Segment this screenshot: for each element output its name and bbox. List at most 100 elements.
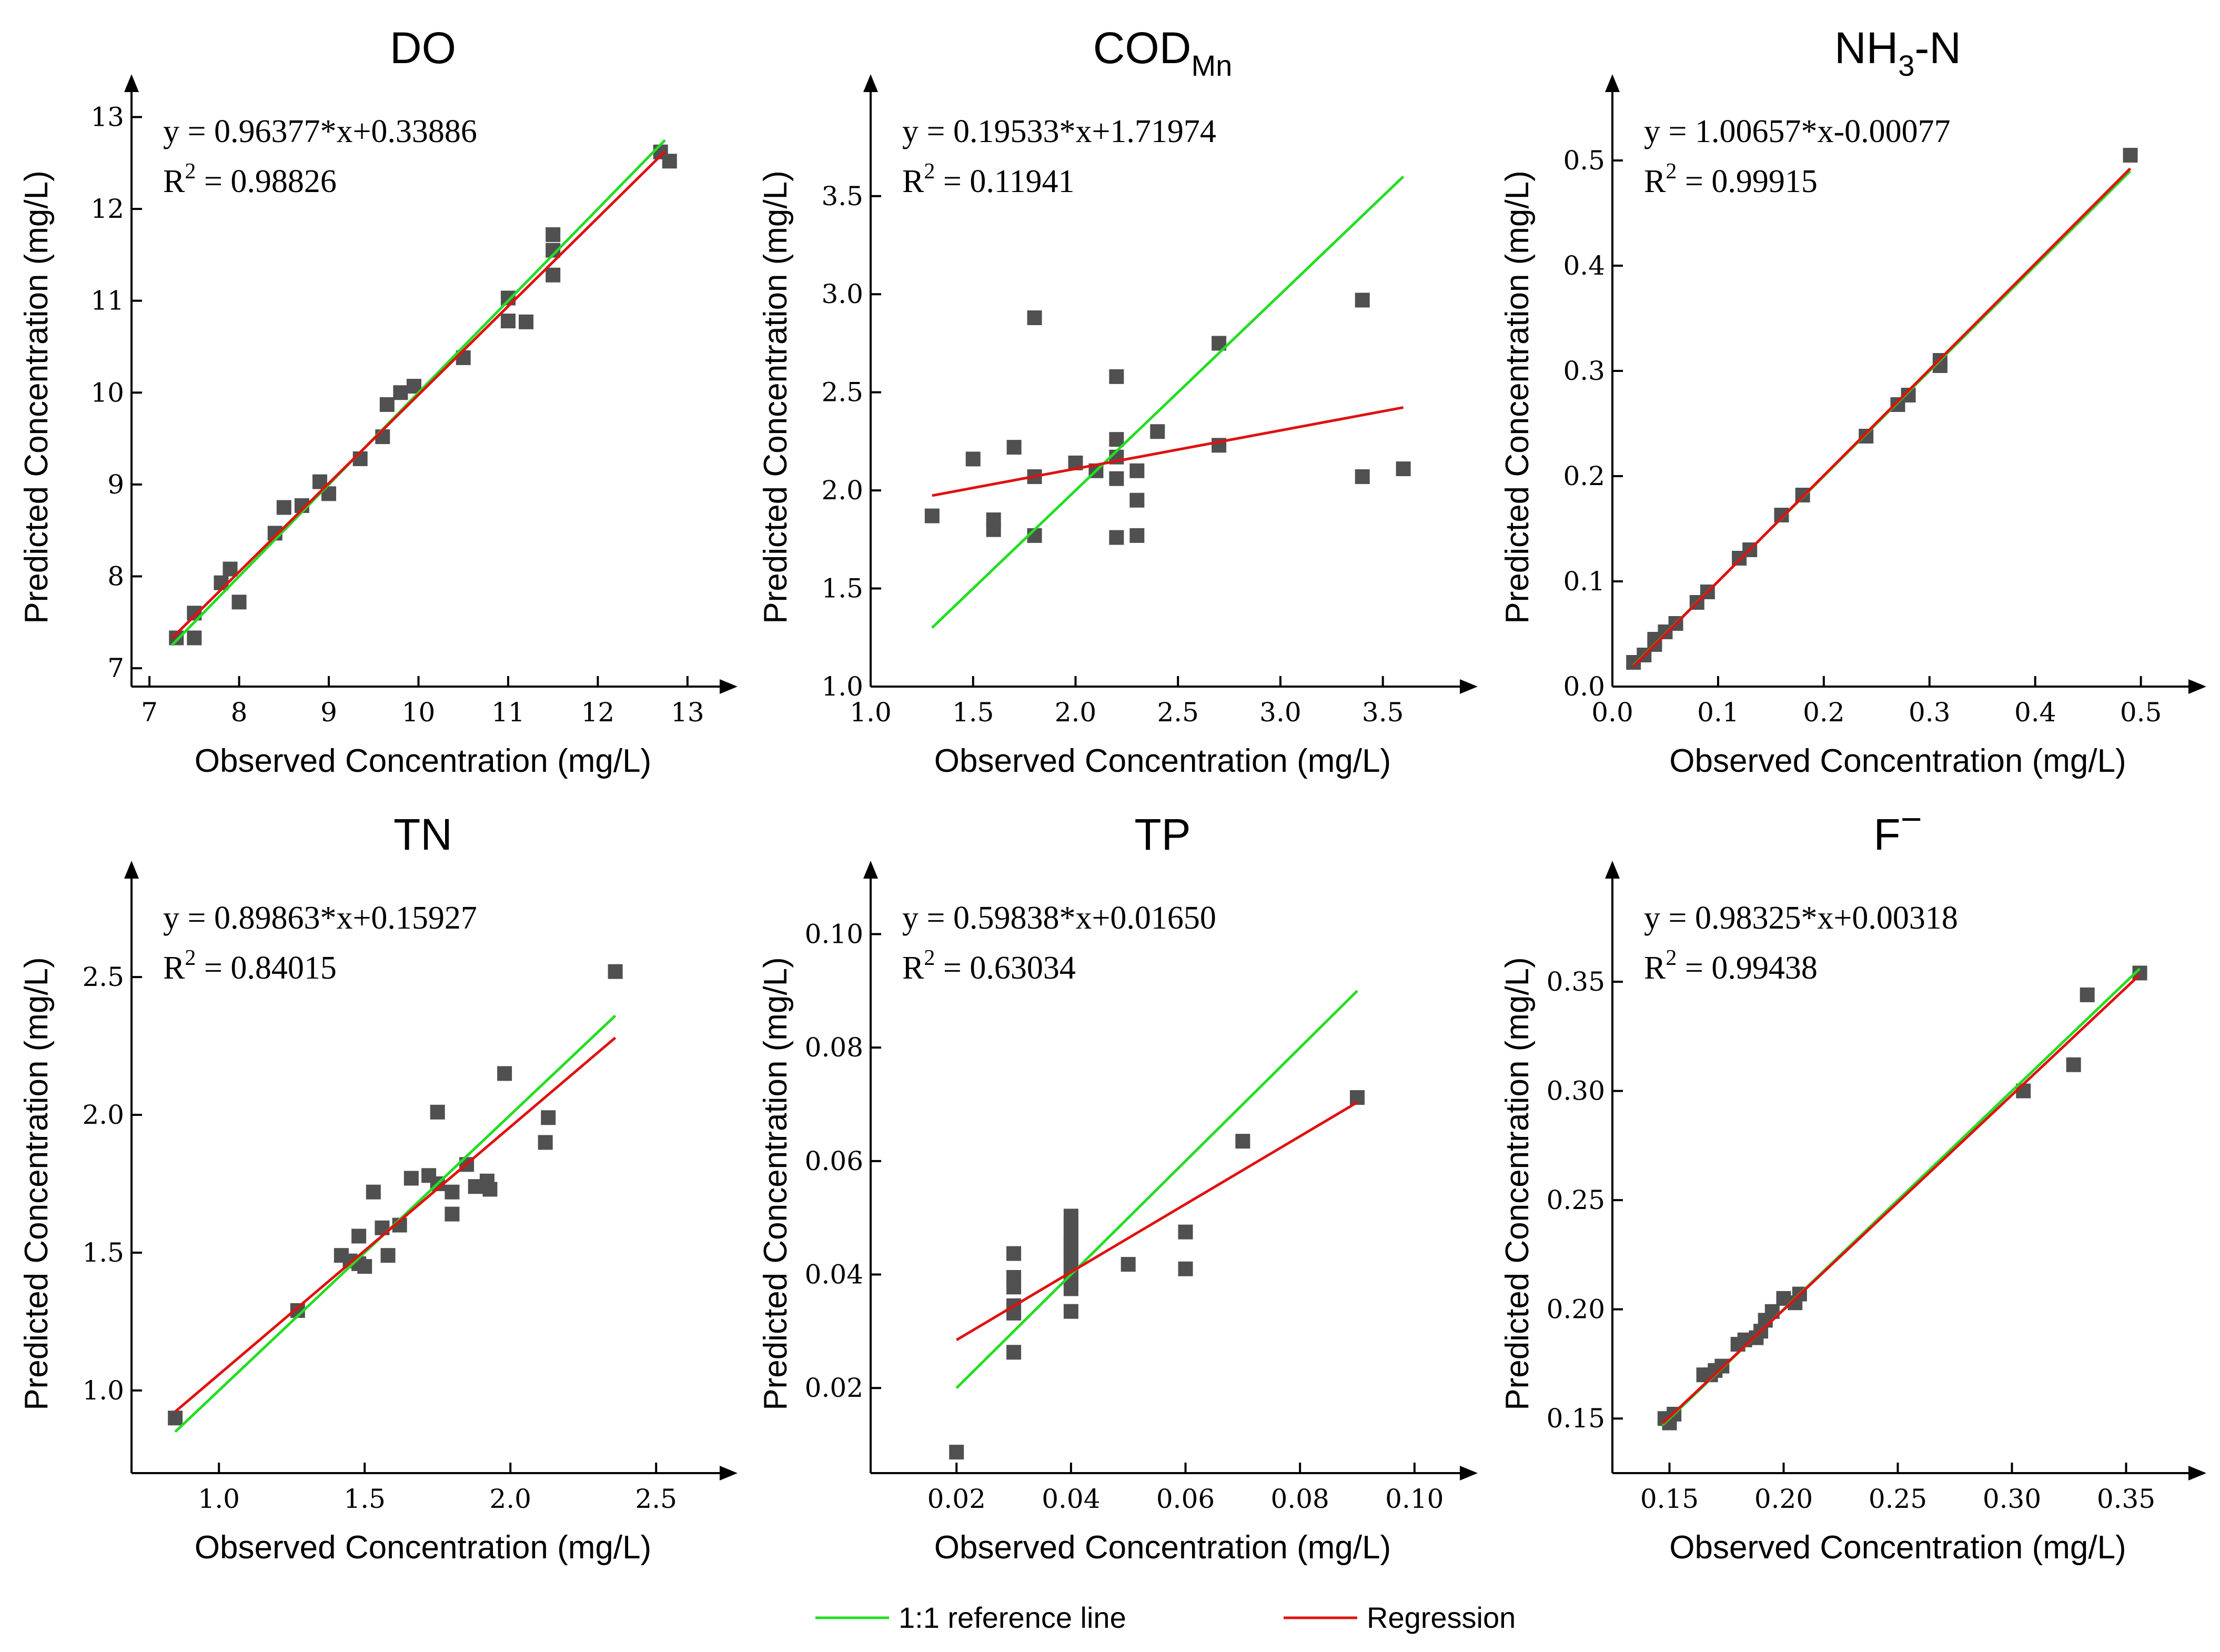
data-point <box>1129 528 1145 543</box>
y-tick-label: 2.5 <box>821 377 863 408</box>
data-point <box>1063 1208 1078 1224</box>
reference-line <box>931 175 1405 629</box>
data-point <box>1129 463 1145 478</box>
data-point <box>497 1066 512 1081</box>
x-axis-arrow-icon <box>720 679 738 694</box>
data-point <box>500 314 516 329</box>
data-point <box>546 227 561 242</box>
regression-equation: y = 0.96377*x+0.33886 <box>163 114 477 149</box>
x-tick-label: 0.06 <box>1156 1484 1215 1514</box>
x-tick-label: 3.5 <box>1362 697 1404 728</box>
y-tick-label: 2.5 <box>82 962 124 992</box>
r-squared: R2 = 0.11941 <box>902 159 1075 199</box>
x-axis-arrow-icon <box>1460 1466 1478 1480</box>
data-point <box>965 451 981 467</box>
x-tick-label: 0.02 <box>927 1484 986 1514</box>
r-squared: R2 = 0.84015 <box>163 946 337 986</box>
y-tick-label: 12 <box>90 194 124 224</box>
chart-panels: 7 8 9 10 11 12 13 7 8 9 10 11 12 13 Observed Concentra… <box>18 23 2206 1566</box>
data-point <box>924 508 940 523</box>
y-tick-label: 9 <box>107 469 124 500</box>
y-axis-title: Predicted Concentration (mg/L) <box>1499 957 1536 1411</box>
y-axis-arrow-icon <box>124 861 139 879</box>
x-tick-label: 0.3 <box>1909 697 1951 728</box>
data-point <box>393 385 408 400</box>
data-point <box>403 1171 419 1186</box>
data-point <box>482 1182 498 1197</box>
data-point <box>541 1110 556 1125</box>
x-axis-title: Observed Concentration (mg/L) <box>195 743 651 779</box>
y-tick-label: 11 <box>90 286 124 316</box>
chart-title: DO <box>390 23 456 73</box>
x-tick-label: 11 <box>491 697 525 728</box>
data-point <box>1121 1257 1136 1272</box>
x-tick-label: 1.5 <box>344 1484 386 1514</box>
x-tick-label: 0.10 <box>1385 1484 1444 1514</box>
data-point <box>500 290 516 306</box>
legend-label-reference: 1:1 reference line <box>899 1601 1126 1634</box>
x-tick-label: 0.08 <box>1271 1484 1329 1514</box>
data-point <box>1109 369 1124 384</box>
y-tick-label: 0.10 <box>805 919 863 949</box>
x-axis-title: Observed Concentration (mg/L) <box>195 1529 651 1566</box>
x-axis-arrow-icon <box>720 1466 738 1480</box>
data-point <box>1859 429 1874 444</box>
data-point <box>986 522 1001 537</box>
data-point <box>1178 1224 1193 1240</box>
y-tick-label: 3.0 <box>821 279 863 309</box>
regression-equation: y = 0.89863*x+0.15927 <box>163 900 477 936</box>
y-tick-label: 0.02 <box>805 1373 863 1403</box>
regression-equation: y = 0.19533*x+1.71974 <box>902 114 1216 149</box>
x-axis-title: Observed Concentration (mg/L) <box>1669 1529 2126 1566</box>
reference-line <box>955 990 1358 1389</box>
y-tick-label: 0.08 <box>805 1032 863 1063</box>
data-point <box>1006 1345 1022 1360</box>
data-point <box>2066 1057 2081 1072</box>
data-point <box>1006 1270 1022 1285</box>
data-point <box>168 1411 183 1426</box>
r-squared: R2 = 0.63034 <box>902 946 1076 986</box>
data-point <box>1235 1134 1250 1149</box>
x-axis-arrow-icon <box>1460 679 1478 694</box>
data-point <box>187 630 202 646</box>
data-point <box>351 1228 367 1244</box>
x-tick-label: 9 <box>320 697 337 728</box>
chart-panel-6: 0.15 0.20 0.25 0.30 0.35 0.15 0.20 0.25 0.30 0.35… <box>1499 799 2206 1566</box>
regression-equation: y = 1.00657*x-0.00077 <box>1644 114 1951 149</box>
chart-title: TP <box>1134 810 1190 859</box>
r-squared: R2 = 0.98826 <box>163 159 337 199</box>
y-tick-label: 1.0 <box>82 1375 124 1406</box>
y-tick-label: 0.4 <box>1563 250 1605 281</box>
x-tick-label: 10 <box>402 697 436 728</box>
data-point <box>2123 148 2138 163</box>
y-tick-label: 0.5 <box>1563 145 1605 176</box>
x-tick-label: 0.04 <box>1042 1484 1100 1514</box>
data-point <box>1355 293 1370 308</box>
data-point <box>380 1248 396 1263</box>
chart-title: F− <box>1873 799 1922 859</box>
data-point <box>357 1259 372 1274</box>
data-point <box>445 1206 460 1222</box>
y-tick-label: 13 <box>90 102 124 132</box>
regression-line <box>955 1101 1358 1342</box>
data-point <box>1150 424 1165 439</box>
y-tick-label: 7 <box>107 653 124 683</box>
y-axis-title: Predicted Concentration (mg/L) <box>758 957 794 1411</box>
x-tick-label: 2.5 <box>1157 697 1199 728</box>
x-tick-label: 2.5 <box>635 1484 677 1514</box>
data-point <box>430 1104 445 1120</box>
regression-line <box>932 406 1404 497</box>
chart-title: NH3-N <box>1834 23 1961 82</box>
y-tick-label: 0.1 <box>1563 566 1605 597</box>
x-tick-label: 2.0 <box>489 1484 531 1514</box>
x-tick-label: 0.4 <box>2014 697 2056 728</box>
x-tick-label: 1.0 <box>198 1484 240 1514</box>
x-tick-label: 0.25 <box>1869 1484 1927 1514</box>
regression-line <box>1661 973 2141 1425</box>
chart-title: TN <box>393 810 452 859</box>
x-tick-label: 0.5 <box>2120 697 2162 728</box>
data-point <box>1774 508 1789 522</box>
x-tick-label: 8 <box>231 697 248 728</box>
y-tick-label: 1.5 <box>821 573 863 604</box>
